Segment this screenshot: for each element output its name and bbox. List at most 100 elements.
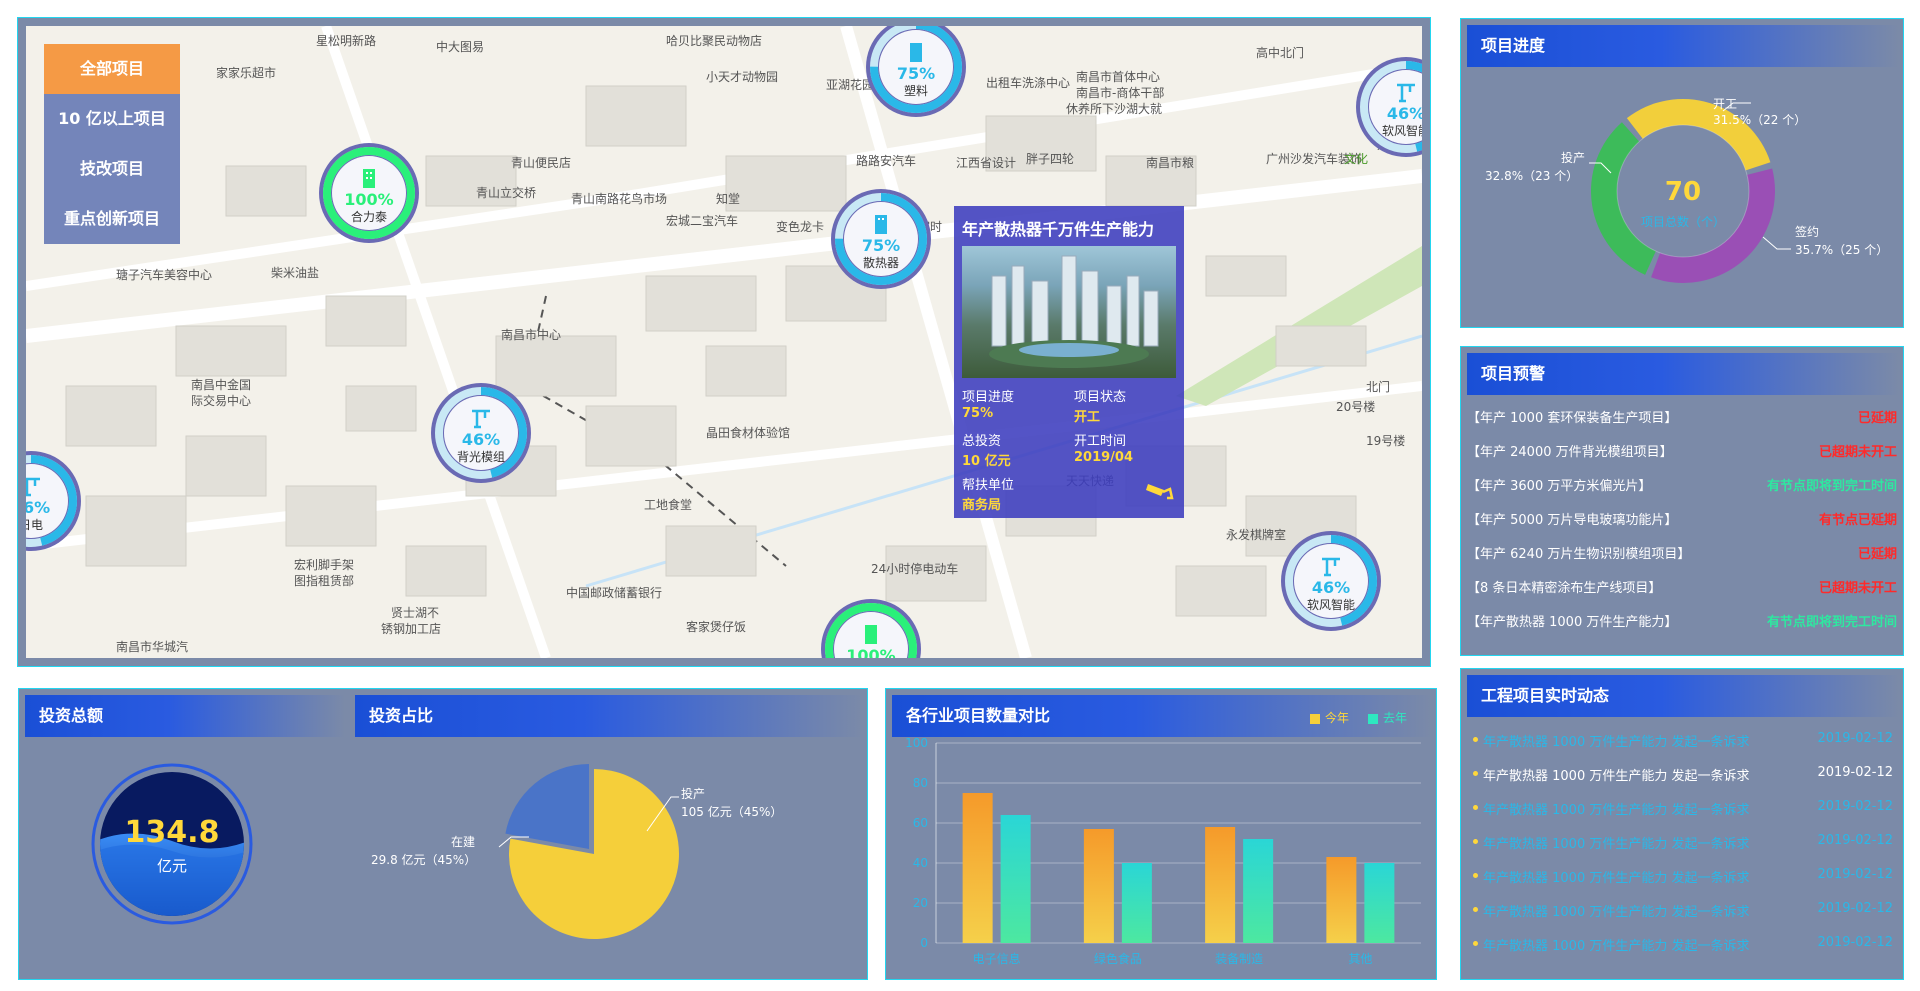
warning-item[interactable]: 【年产 3600 万平方米偏光片】 有节点即将到完工时间 [1467,475,1897,495]
leader-line [1589,162,1612,174]
map-canvas[interactable] [26,26,1422,658]
bar[interactable] [1121,863,1152,943]
progress-donut[interactable] [1461,67,1905,329]
investment-share-pie[interactable] [499,759,689,949]
project-marker[interactable]: 100% 合力泰 [314,138,424,248]
project-marker[interactable]: 75% 塑料 [861,26,971,122]
map-label: 南昌市首体中心 [1076,70,1161,84]
pie-label: 投产 [681,787,706,801]
warning-item[interactable]: 【年产 24000 万件背光模组项目】 已超期未开工 [1467,441,1897,461]
donut-segment[interactable] [1651,168,1775,283]
live-update-item[interactable]: 年产散热器 1000 万件生产能力 发起一条诉求 2019-02-12 [1473,731,1893,751]
camera-icon[interactable] [1144,476,1174,506]
building-icon [875,215,887,234]
ring-name: 背光模组 [456,450,505,464]
ring-percent: 100% [344,190,394,209]
live-update-item[interactable]: 年产散热器 1000 万件生产能力 发起一条诉求 2019-02-12 [1473,799,1893,819]
warning-item[interactable]: 【8 条日本精密涂布生产线项目】 已超期未开工 [1467,577,1897,597]
map-label: 永发棋牌室 [1226,528,1287,542]
bar[interactable] [1083,829,1114,943]
update-text: 年产散热器 1000 万件生产能力 发起一条诉求 [1483,905,1750,920]
popup-unit-value: 商务局 [962,498,1002,513]
bullet-icon [1473,907,1478,912]
project-photo [962,246,1176,378]
bar[interactable] [1364,863,1395,943]
update-date: 2019-02-12 [1817,935,1893,950]
map-label: 中国邮政储蓄银行 [566,586,663,600]
bar[interactable] [1000,815,1031,943]
bar[interactable] [1205,827,1236,943]
map-label: 路路安汽车 [856,154,917,168]
progress-ring [319,143,419,243]
map-label: 南昌市华城汽 [116,640,189,654]
warning-item[interactable]: 【年产 1000 套环保装备生产项目】 已延期 [1467,407,1897,427]
update-text: 年产散热器 1000 万件生产能力 发起一条诉求 [1483,769,1750,784]
warning-item[interactable]: 【年产 5000 万片导电玻璃功能片】 有节点已延期 [1467,509,1897,529]
live-update-item[interactable]: 年产散热器 1000 万件生产能力 发起一条诉求 2019-02-12 [1473,765,1893,785]
update-text: 年产散热器 1000 万件生产能力 发起一条诉求 [1483,939,1750,954]
project-marker[interactable]: 46% 软风智能 [1276,526,1386,636]
map-label: 锈钢加工店 [381,622,442,636]
ring-name: 软风智能 [1306,598,1355,612]
project-detail-popup[interactable]: 年产散热器千万件生产能力 项目进度 75% 项目状态 开工 总投资 10 亿元 … [954,206,1184,518]
map-view[interactable]: 星松明新路 中大图易 哈贝比聚民动物店 南昌市首体中心 高中北门 家家乐超市 小… [17,17,1431,667]
filter-large-button[interactable]: 10 亿以上项目 [58,109,166,128]
live-update-item[interactable]: 年产散热器 1000 万件生产能力 发起一条诉求 2019-02-12 [1473,901,1893,921]
project-marker[interactable]: 46% 背光模组 [426,378,536,488]
total-projects-label: 项目总数（个） [1640,215,1725,229]
industry-bar-chart[interactable]: 100 80 60 40 20 0 电子信息 绿色食品 装备制造 其他 [886,729,1438,981]
x-tick-label: 电子信息 [973,951,1021,966]
ring-percent: 46% [1311,578,1351,597]
legend-last-year[interactable]: 去年 [1368,709,1407,726]
warning-item[interactable]: 【年产散热器 1000 万件生产能力】 有节点即将到完工时间 [1467,611,1897,631]
filter-innovation-button[interactable]: 重点创新项目 [63,209,160,228]
building-icon [865,625,877,644]
map-label: 北门 [1366,380,1391,394]
investment-total-unit: 亿元 [156,857,187,875]
filter-tech-button[interactable]: 技改项目 [79,159,144,178]
map-label: 青山立交桥 [476,186,537,200]
map-label: 休养所下沙湖大就 [1066,102,1163,116]
map-label: 哈贝比聚民动物店 [666,34,763,48]
bar[interactable] [1243,839,1274,943]
filter-all-button[interactable]: 全部项目 [44,44,180,94]
project-marker[interactable]: 46% 日电 [26,446,86,556]
legend-swatch [1368,713,1378,724]
legend-this-year[interactable]: 今年 [1310,709,1349,726]
y-tick-label: 0 [920,936,928,950]
popup-status-value: 开工 [1074,410,1101,425]
pie-slice[interactable] [509,769,679,939]
popup-progress-value: 75% [962,406,994,421]
bar[interactable] [962,793,993,943]
map-label: 江西省设计 [956,156,1017,170]
map-label: 宏城二宝汽车 [666,214,739,228]
project-warning-panel: 项目预警 【年产 1000 套环保装备生产项目】 已延期 【年产 24000 万件背… [1460,346,1904,656]
map-label: 24小时停电动车 [871,562,959,576]
map-label: 南昌市中心 [501,328,562,342]
project-marker[interactable]: 100% [816,594,926,658]
x-tick-label: 绿色食品 [1094,951,1142,966]
warning-item[interactable]: 【年产 6240 万片生物识别模组项目】 已延期 [1467,543,1897,563]
project-marker[interactable]: 46% 软风智能 [1351,52,1422,162]
industry-compare-panel: 各行业项目数量对比 今年 去年 100 80 60 40 20 0 电子信息 绿色食品 装备制造… [885,688,1437,980]
panel-title: 工程项目实时动态 [1467,675,1899,717]
live-update-item[interactable]: 年产散热器 1000 万件生产能力 发起一条诉求 2019-02-12 [1473,867,1893,887]
warning-status: 已超期未开工 [1818,445,1897,460]
ring-percent: 46% [461,430,501,449]
live-update-item[interactable]: 年产散热器 1000 万件生产能力 发起一条诉求 2019-02-12 [1473,833,1893,853]
project-marker[interactable]: 75% 散热器 [826,184,936,294]
map-label: 柴米油盐 [271,266,320,280]
donut-segment[interactable] [1591,122,1656,275]
segment-value: 31.5%（22 个） [1713,113,1807,127]
pie-slice[interactable] [505,764,589,849]
live-update-item[interactable]: 年产散热器 1000 万件生产能力 发起一条诉求 2019-02-12 [1473,935,1893,955]
map-label: 客家煲仔饭 [686,620,747,634]
update-date: 2019-02-12 [1817,867,1893,882]
panel-title: 投资总额 [25,695,345,737]
crane-icon [26,477,40,497]
donut-segment[interactable] [1626,99,1771,171]
bar[interactable] [1326,857,1357,943]
building-icon [910,43,922,62]
map-label: 青山南路花鸟市场 [571,192,668,206]
bullet-icon [1473,941,1478,946]
